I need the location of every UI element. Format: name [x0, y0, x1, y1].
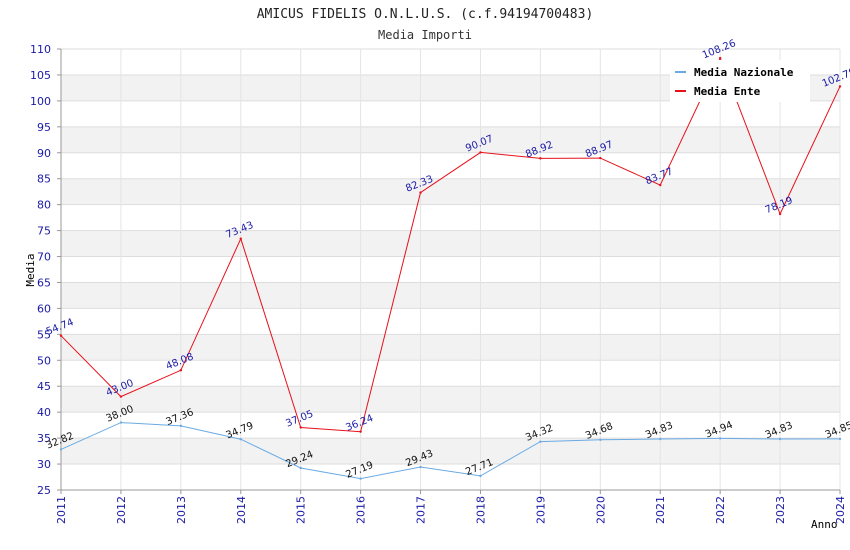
data-point — [59, 334, 63, 337]
legend-label: Media Ente — [694, 85, 761, 98]
data-point — [359, 430, 362, 433]
data-point — [419, 465, 422, 469]
data-point — [778, 212, 782, 216]
data-point — [539, 440, 542, 443]
data-point — [359, 477, 362, 480]
y-tick-label: 80 — [37, 199, 51, 212]
legend-label: Media Nazionale — [694, 66, 794, 79]
y-tick-label: 60 — [37, 302, 51, 315]
grid-band — [61, 178, 840, 205]
y-tick-label: 95 — [37, 121, 51, 134]
data-point — [479, 474, 482, 478]
data-point — [838, 85, 842, 88]
y-tick-label: 100 — [30, 95, 51, 108]
data-point — [239, 438, 242, 441]
data-point — [239, 237, 242, 240]
x-tick-label: 2017 — [415, 496, 428, 524]
x-tick-label: 2014 — [235, 496, 248, 524]
data-point — [419, 191, 422, 194]
y-tick-label: 25 — [37, 484, 51, 497]
y-tick-label: 70 — [37, 251, 51, 264]
x-tick-label: 2013 — [175, 496, 188, 524]
x-tick-label: 2021 — [654, 496, 667, 524]
data-point — [179, 424, 183, 428]
grid-band — [61, 230, 840, 257]
y-tick-label: 105 — [30, 69, 51, 82]
data-point — [718, 56, 722, 60]
x-tick-label: 2024 — [834, 496, 847, 524]
legend: Media Nazionale Media Ente — [670, 60, 810, 102]
x-tick-label: 2020 — [594, 496, 607, 524]
grid-band — [61, 282, 840, 309]
grid — [60, 48, 841, 491]
series-line-media-nazionale — [60, 422, 841, 480]
y-tick-label: 85 — [37, 173, 51, 186]
data-point — [119, 421, 123, 424]
x-tick-label: 2011 — [55, 496, 68, 524]
y-tick-label: 40 — [37, 406, 51, 419]
data-label: 36.24 — [344, 413, 375, 434]
y-tick-label: 35 — [37, 432, 51, 445]
x-tick-label: 2015 — [295, 496, 308, 524]
y-axis-label: Media — [24, 253, 37, 286]
grid-band — [61, 386, 840, 413]
data-point — [119, 395, 123, 398]
data-point — [659, 183, 662, 187]
data-point — [778, 437, 782, 441]
y-tick-label: 55 — [37, 328, 51, 341]
x-tick-label: 2022 — [714, 496, 727, 524]
data-point — [718, 437, 722, 440]
data-label: 34.94 — [704, 420, 735, 441]
y-tick-label: 30 — [37, 458, 51, 471]
data-point — [659, 437, 662, 441]
data-point — [179, 369, 183, 372]
chart-subtitle: Media Importi — [378, 28, 472, 42]
data-point — [599, 156, 602, 160]
legend-box — [670, 60, 810, 102]
x-tick-label: 2018 — [474, 496, 487, 524]
y-tick-label: 75 — [37, 225, 51, 238]
chart-title: AMICUS FIDELIS O.N.L.U.S. (c.f.941947004… — [257, 7, 594, 22]
data-point — [479, 151, 482, 154]
x-tick-label: 2019 — [534, 496, 547, 524]
data-point — [59, 448, 63, 451]
y-tick-label: 50 — [37, 354, 51, 367]
grid-band — [61, 438, 840, 465]
y-tick-label: 65 — [37, 276, 51, 289]
x-axis-label: Anno — [811, 518, 838, 531]
data-point — [539, 157, 542, 160]
x-tick-label: 2012 — [115, 496, 128, 524]
data-point — [599, 438, 602, 441]
x-tick-label: 2016 — [355, 496, 368, 524]
data-point — [299, 426, 302, 429]
data-point — [299, 466, 302, 470]
x-tick-label: 2023 — [774, 496, 787, 524]
axes: 25 30 35 40 45 50 55 60 65 70 75 80 85 90 95 100 105 110 2… — [30, 43, 847, 524]
y-tick-label: 90 — [37, 147, 51, 160]
y-tick-label: 45 — [37, 380, 51, 393]
data-point — [838, 437, 842, 441]
grid-band — [61, 126, 840, 153]
y-tick-label: 110 — [30, 43, 51, 56]
